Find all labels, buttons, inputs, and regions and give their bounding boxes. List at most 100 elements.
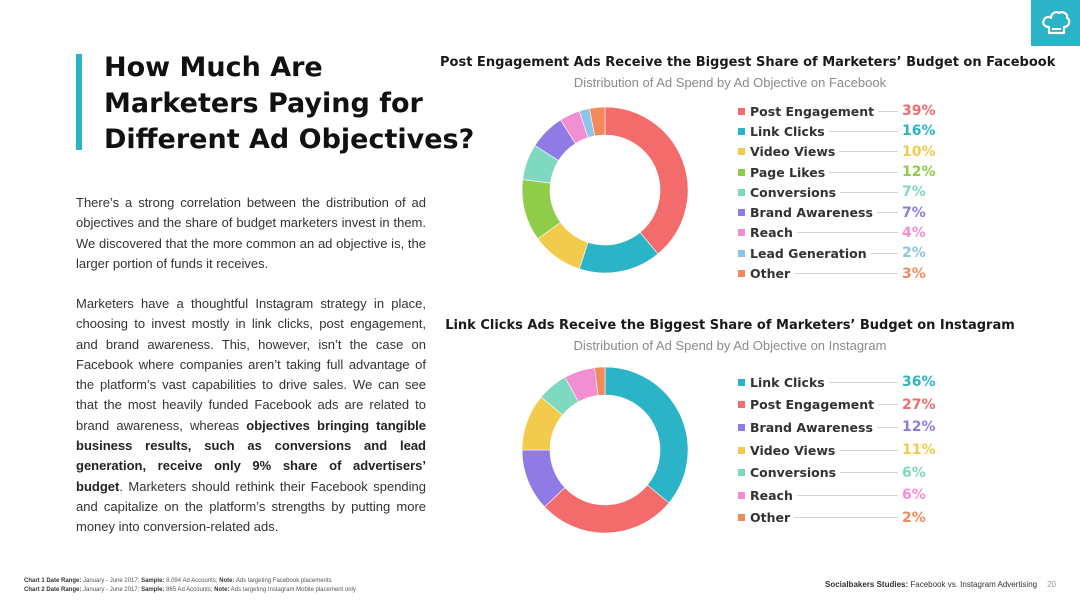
legend-leader-line (839, 151, 898, 153)
title-accent-bar (76, 54, 82, 150)
legend-value: 10% (902, 143, 936, 160)
legend-leader-line (840, 191, 898, 193)
chart1-slice-post-engagement (604, 106, 689, 255)
footnote-key: Chart 2 Date Range: (24, 587, 82, 593)
legend-swatch (738, 469, 745, 477)
legend-leader-line (840, 472, 898, 474)
legend-label: Other (750, 266, 791, 282)
legend-swatch (738, 127, 745, 135)
page-number: 20 (1047, 580, 1056, 589)
legend-swatch (738, 401, 745, 409)
legend-label: Post Engagement (750, 397, 875, 413)
legend-swatch (738, 270, 745, 278)
legend-value: 7% (902, 204, 926, 221)
legend-swatch (738, 249, 745, 257)
chart2-legend-row-link-clicks: Link Clicks 36% (738, 371, 938, 394)
legend-swatch (738, 378, 745, 386)
page-title: How Much Are Marketers Paying for Differ… (104, 50, 475, 158)
legend-value: 11% (902, 442, 936, 459)
chart1-legend-row-video-views: Video Views 10% (738, 142, 938, 162)
legend-leader-line (828, 381, 898, 383)
legend-swatch (738, 491, 745, 499)
chart2-slice-other (594, 366, 606, 396)
legend-swatch (738, 229, 745, 237)
legend-swatch (738, 209, 745, 217)
legend-value: 12% (902, 419, 936, 436)
footnote-key: Sample: (141, 578, 165, 584)
chart2-title: Link Clicks Ads Receive the Biggest Shar… (445, 318, 1015, 333)
legend-value: 12% (902, 164, 936, 181)
legend-label: Reach (750, 487, 793, 503)
legend-value: 6% (902, 464, 926, 481)
legend-swatch (738, 148, 745, 156)
legend-value: 36% (902, 374, 936, 391)
legend-label: Conversions (750, 184, 837, 200)
footnote-value: Ads targeting Instagram Mobile placement… (229, 587, 356, 593)
footnote-key: Note: (219, 578, 235, 584)
footnote-key: Sample: (141, 587, 165, 593)
legend-value: 39% (902, 103, 936, 120)
chart1-legend-row-brand-awareness: Brand Awareness 7% (738, 202, 938, 222)
intro-paragraph: There’s a strong correlation between the… (76, 195, 426, 271)
legend-swatch (738, 188, 745, 196)
footnote-chart2: Chart 2 Date Range: January - June 2017;… (24, 587, 356, 593)
legend-value: 2% (902, 245, 926, 262)
legend-value: 4% (902, 224, 926, 241)
footnote-value: Ads targeting Facebook placements (234, 578, 332, 584)
chart2-legend: Link Clicks 36% Post Engagement 27% Brand Aw… (738, 371, 938, 529)
chart2-slice-post-engagement (544, 484, 670, 534)
chart2-slice-link-clicks (604, 366, 689, 504)
legend-leader-line (876, 426, 898, 428)
chart1-legend-row-page-likes: Page Likes 12% (738, 162, 938, 182)
chart1-legend-row-link-clicks: Link Clicks 16% (738, 121, 938, 141)
legend-value: 3% (902, 265, 926, 282)
footer-text: Facebook vs. Instagram Advertising (908, 580, 1038, 589)
chart2-legend-row-reach: Reach 6% (738, 484, 938, 507)
chart2-legend-row-other: Other 2% (738, 507, 938, 530)
legend-value: 2% (902, 509, 926, 526)
title-line: Different Ad Objectives? (104, 124, 475, 155)
legend-swatch (738, 107, 745, 115)
legend-label: Link Clicks (750, 374, 825, 390)
legend-value: 7% (902, 184, 926, 201)
chart1-slice-other (589, 106, 606, 137)
analysis-text-end: . Marketers should rethink their Faceboo… (76, 478, 426, 535)
legend-label: Video Views (750, 144, 836, 160)
legend-swatch (738, 446, 745, 454)
footnote-chart1: Chart 1 Date Range: January - June 2017;… (24, 578, 332, 584)
legend-leader-line (839, 449, 898, 451)
legend-leader-line (829, 171, 898, 173)
analysis-text: Marketers have a thoughtful Instagram st… (76, 296, 426, 433)
chart1-donut (521, 106, 689, 274)
footnote-value: January - June 2017; (81, 587, 142, 593)
chart1-legend-row-reach: Reach 4% (738, 223, 938, 243)
chart1-legend-row-post-engagement: Post Engagement 39% (738, 101, 938, 121)
legend-label: Page Likes (750, 164, 826, 180)
footnote-value: 865 Ad Accounts; (164, 587, 215, 593)
legend-label: Conversions (750, 465, 837, 481)
chart2-donut (521, 366, 689, 534)
legend-leader-line (794, 517, 898, 519)
footnote-key: Note: (214, 587, 230, 593)
chart2-subtitle: Distribution of Ad Spend by Ad Objective… (573, 338, 887, 353)
legend-value: 6% (902, 487, 926, 504)
legend-leader-line (878, 404, 898, 406)
legend-swatch (738, 423, 745, 431)
logo (1031, 0, 1080, 46)
legend-leader-line (870, 252, 898, 254)
title-line: How Much Are (104, 52, 323, 83)
analysis-highlight: objectives bringing tangible business re… (76, 417, 426, 494)
title-line: Marketers Paying for (104, 88, 423, 119)
chart2-legend-row-post-engagement: Post Engagement 27% (738, 394, 938, 417)
chart1-legend-row-conversions: Conversions 7% (738, 182, 938, 202)
legend-label: Video Views (750, 442, 836, 458)
legend-value: 27% (902, 396, 936, 413)
footnote-key: Chart 1 Date Range: (24, 578, 82, 584)
legend-label: Lead Generation (750, 245, 867, 261)
legend-label: Brand Awareness (750, 419, 873, 435)
legend-swatch (738, 514, 745, 522)
legend-value: 16% (902, 123, 936, 140)
chart1-title: Post Engagement Ads Receive the Biggest … (440, 55, 1056, 70)
chart2-legend-row-conversions: Conversions 6% (738, 461, 938, 484)
legend-leader-line (796, 232, 898, 234)
